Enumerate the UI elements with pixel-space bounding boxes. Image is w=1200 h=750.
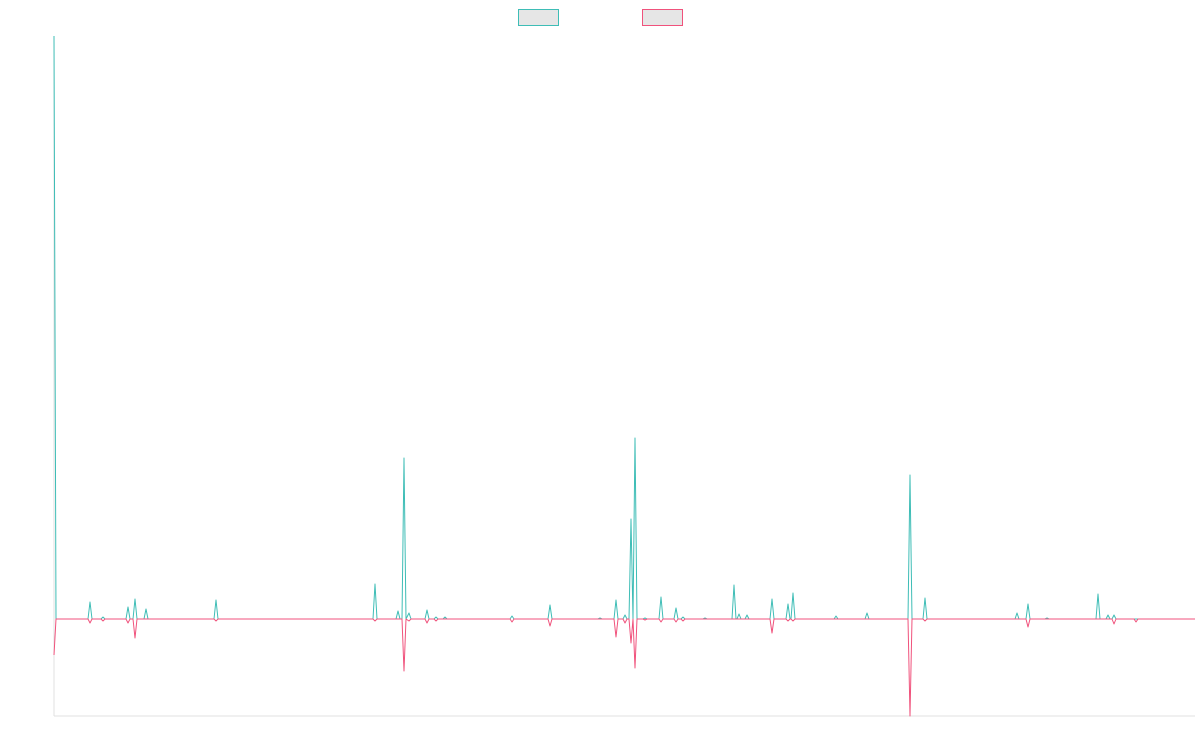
series-line — [53, 618, 1195, 717]
legend-swatch — [642, 9, 683, 26]
legend-swatch — [518, 9, 559, 26]
series-line — [53, 35, 1195, 620]
